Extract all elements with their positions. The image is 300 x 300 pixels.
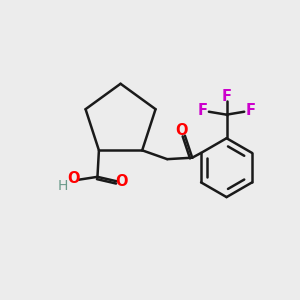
Text: F: F	[222, 88, 232, 104]
Text: F: F	[197, 103, 207, 118]
Text: O: O	[116, 174, 128, 189]
Text: O: O	[176, 123, 188, 138]
Text: H: H	[58, 179, 68, 193]
Text: F: F	[246, 103, 256, 118]
Text: O: O	[67, 171, 79, 186]
